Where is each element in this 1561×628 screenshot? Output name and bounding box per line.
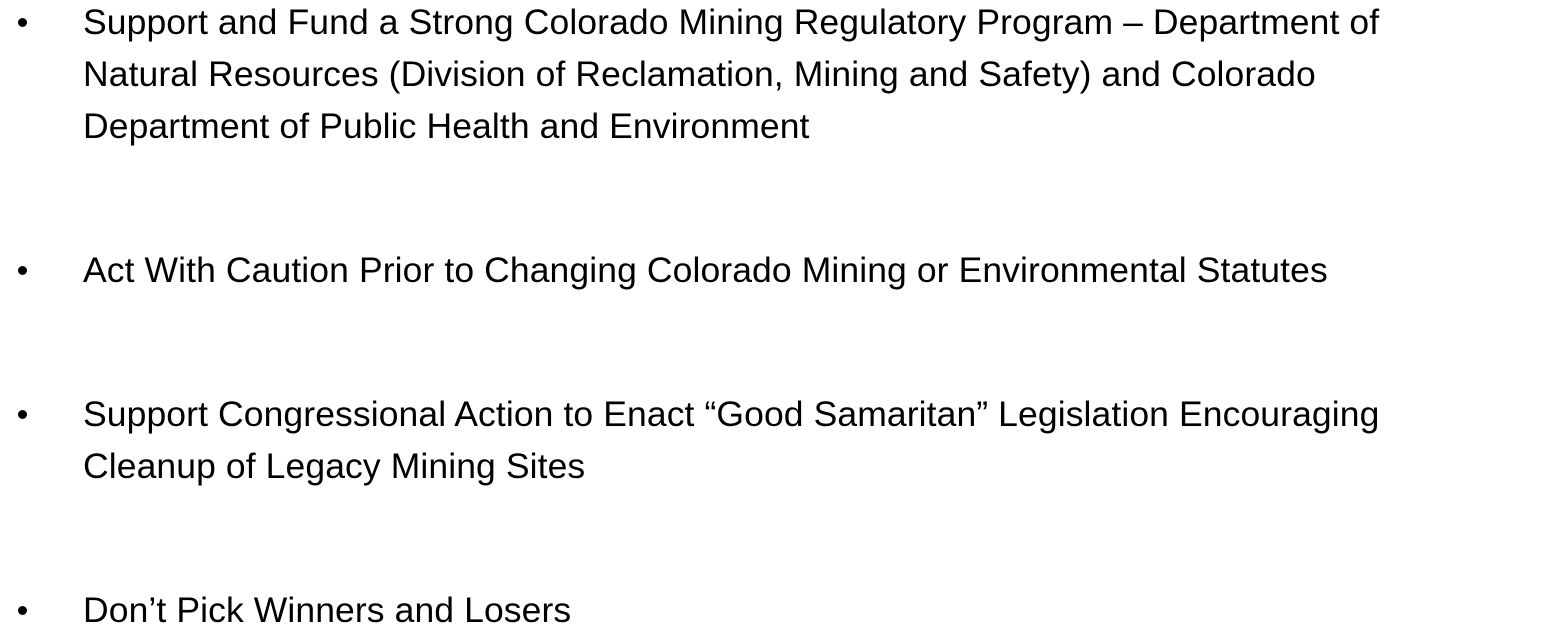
bullet-text: Natural Resources (Division of Reclamati… [83,54,1316,94]
bullet-marker [18,18,27,27]
bullet-marker [18,606,27,615]
bullet-text: Don’t Pick Winners and Losers [83,590,572,628]
bullet-text: Department of Public Health and Environm… [83,106,810,146]
bullet-marker [18,266,27,275]
bullet-text: Cleanup of Legacy Mining Sites [83,446,586,486]
bullet-marker [18,410,27,419]
bullet-text: Act With Caution Prior to Changing Color… [83,250,1328,290]
bullet-text: Support Congressional Action to Enact “G… [83,394,1380,434]
bullet-text: Support and Fund a Strong Colorado Minin… [83,2,1380,42]
